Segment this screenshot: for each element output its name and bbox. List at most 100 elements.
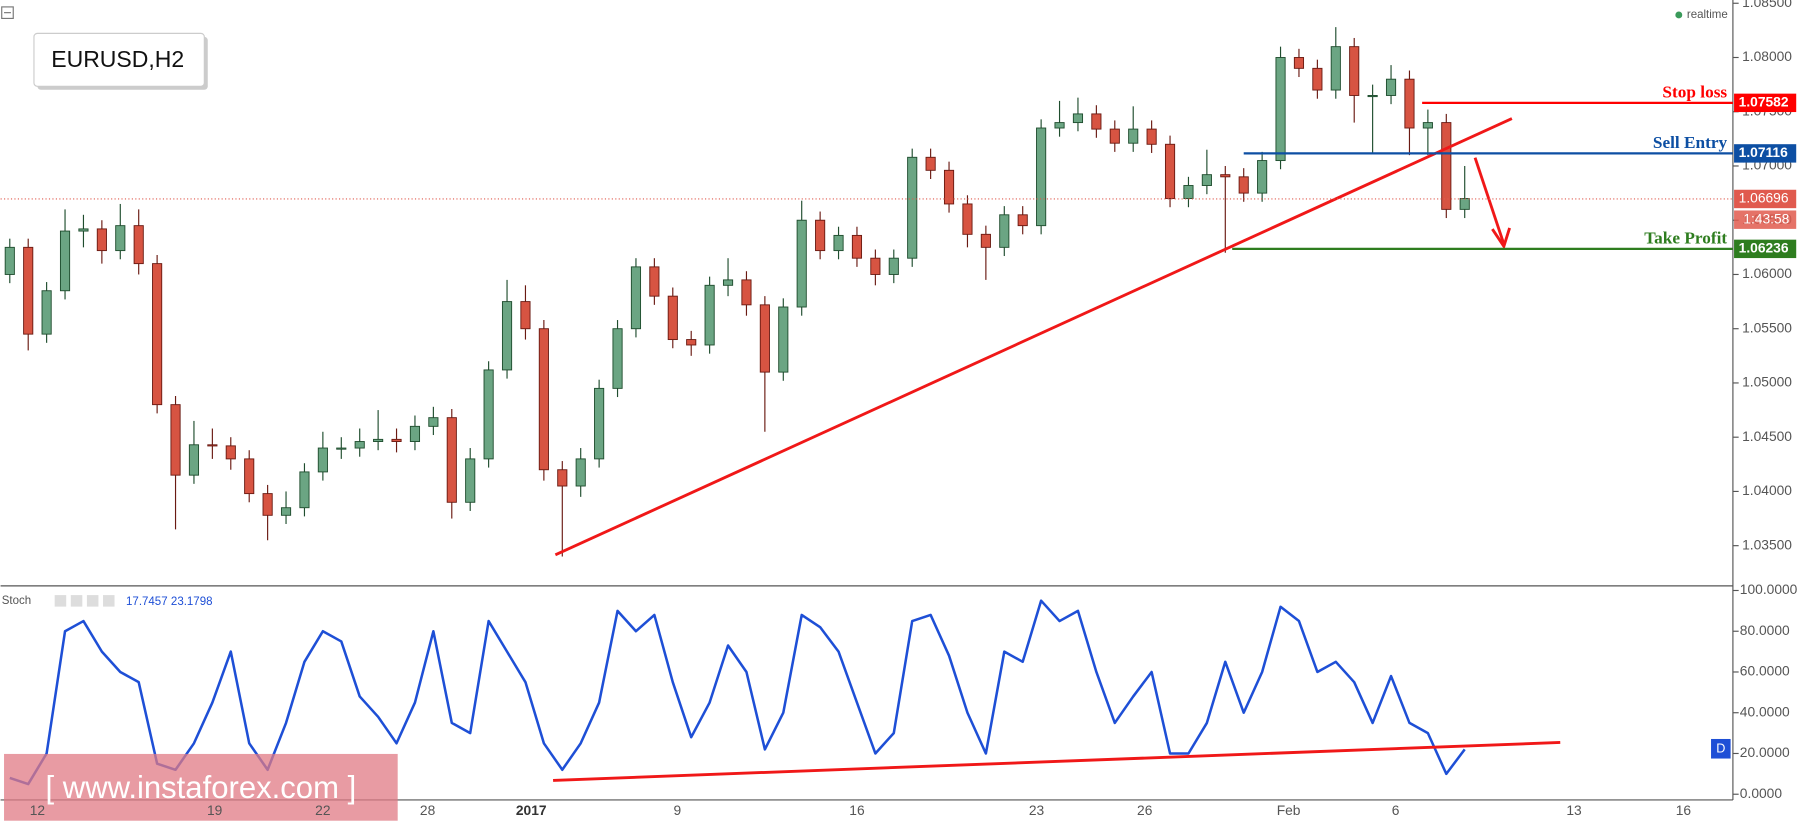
candle-body xyxy=(630,266,642,330)
stoch-trend-line xyxy=(553,740,1561,782)
candle-body xyxy=(1054,122,1065,129)
watermark-box xyxy=(4,753,398,821)
y-tick-label: 1.05500 xyxy=(1742,319,1792,335)
level-price: 1.07582 xyxy=(1739,93,1789,109)
candle-body xyxy=(1201,174,1212,186)
candle-body xyxy=(1238,176,1249,194)
candle-body xyxy=(1441,122,1452,210)
candle-body xyxy=(409,425,421,442)
candle-body xyxy=(391,438,402,442)
candle-body xyxy=(1017,214,1028,227)
candle-body xyxy=(907,156,918,259)
y-tick-label: 1.04000 xyxy=(1742,482,1792,498)
candle-body xyxy=(1422,122,1433,129)
y-tick-label: 1.05000 xyxy=(1742,374,1792,390)
y-tick-label: 1.08000 xyxy=(1742,48,1792,64)
candle-body xyxy=(373,438,384,442)
candle-body xyxy=(1293,57,1305,69)
x-tick-label: 28 xyxy=(420,802,436,818)
candle-body xyxy=(833,234,844,252)
level-name: Sell Entry xyxy=(1653,133,1728,152)
x-tick-label: 22 xyxy=(315,802,330,818)
indicator-icon[interactable] xyxy=(86,595,99,607)
target-arrow xyxy=(1473,157,1506,245)
y-tick-label: 1.06000 xyxy=(1742,265,1792,281)
stoch-k-readout: 17.7457 xyxy=(126,596,168,608)
x-tick-label: 19 xyxy=(207,802,223,818)
x-tick-label: 12 xyxy=(30,802,45,818)
collapse-icon[interactable] xyxy=(1,6,14,19)
candle-body xyxy=(1330,46,1341,91)
candle-body xyxy=(96,228,107,252)
candle-body xyxy=(1128,128,1139,144)
x-tick-label: 2017 xyxy=(516,802,547,818)
x-tick-label: 26 xyxy=(1137,802,1153,818)
stoch-pane xyxy=(9,599,1466,786)
x-tick-label: 16 xyxy=(849,802,865,818)
candle-body xyxy=(870,257,881,275)
y-tick-label: 40.0000 xyxy=(1740,703,1790,719)
candle-body xyxy=(1091,113,1102,130)
level-price: 1.06236 xyxy=(1739,240,1789,256)
y-tick-label: 1.03500 xyxy=(1742,536,1792,552)
candle-body xyxy=(115,225,126,252)
candle-body xyxy=(1036,127,1047,227)
candle-body xyxy=(483,369,494,460)
candle-body xyxy=(336,447,347,450)
candle-body xyxy=(280,507,292,516)
indicator-icon[interactable] xyxy=(103,595,115,607)
candle-body xyxy=(1404,78,1415,129)
candle-body xyxy=(1257,160,1268,194)
candle-body xyxy=(557,469,568,487)
watermark: [ www.instaforex.com ] xyxy=(46,770,357,805)
candle-body xyxy=(851,234,863,259)
x-tick-label: 16 xyxy=(1676,802,1692,818)
candle-body xyxy=(465,458,476,503)
candle-body xyxy=(1220,174,1231,178)
candle-body xyxy=(594,387,605,460)
level-price-box xyxy=(1734,239,1797,259)
level-name: Take Profit xyxy=(1644,229,1727,248)
level-price: 1.07116 xyxy=(1739,144,1788,160)
y-tick-label: 0.0000 xyxy=(1740,785,1783,801)
candle-body xyxy=(1146,128,1157,145)
y-tick-label: 60.0000 xyxy=(1740,663,1790,679)
trend-line xyxy=(554,117,1513,557)
x-tick-label: 13 xyxy=(1566,802,1582,818)
candle-body xyxy=(520,301,531,330)
level-price-box xyxy=(1734,93,1797,113)
candle-body xyxy=(41,290,52,335)
candle-body xyxy=(575,458,586,487)
status: realtime xyxy=(1687,9,1728,21)
indicator-icon[interactable] xyxy=(70,595,83,607)
y-tick-label: 80.0000 xyxy=(1740,622,1790,638)
candle-body xyxy=(759,304,770,373)
target-arrowhead xyxy=(1491,227,1511,250)
y-tick-label: 100.0000 xyxy=(1740,581,1798,597)
countdown: 1:43:58 xyxy=(1743,210,1789,226)
current-price-box xyxy=(1734,189,1797,209)
countdown-box xyxy=(1734,210,1797,229)
candle-body xyxy=(354,441,365,449)
candle-body xyxy=(612,328,623,389)
candle-body xyxy=(778,306,789,373)
candle-body xyxy=(999,214,1010,248)
symbol-box[interactable] xyxy=(33,32,205,87)
indicator-icon[interactable] xyxy=(54,595,67,607)
candle-body xyxy=(152,263,163,406)
candle-body xyxy=(317,447,328,473)
candle-body xyxy=(980,233,991,248)
stoch-d-readout: 23.1798 xyxy=(171,596,213,608)
candle-body xyxy=(244,458,255,495)
candle-body xyxy=(925,156,936,171)
stoch-badge[interactable] xyxy=(1711,738,1731,759)
candle-body xyxy=(796,219,807,308)
candle-body xyxy=(1072,113,1084,124)
candle-body xyxy=(170,404,181,476)
candle-body xyxy=(1367,95,1378,98)
candle-body xyxy=(815,219,826,252)
stoch-badge-label: D xyxy=(1716,742,1725,756)
candle-body xyxy=(888,257,899,275)
